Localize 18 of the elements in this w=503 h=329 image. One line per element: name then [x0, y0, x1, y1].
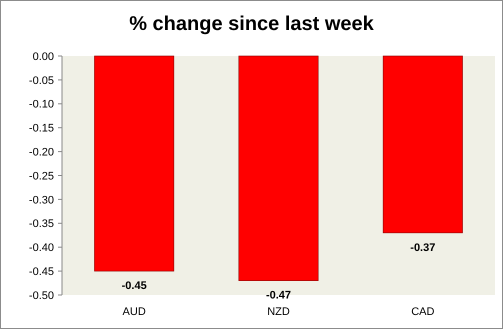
data-label: -0.37 [410, 242, 436, 254]
y-tick-label: -0.40 [28, 242, 54, 254]
data-label: -0.45 [122, 280, 147, 292]
y-tick-label: 0.00 [32, 50, 54, 63]
y-tick-label: -0.45 [28, 266, 54, 278]
chart-title: % change since last week [129, 13, 375, 35]
x-tick-label: AUD [122, 306, 146, 318]
y-tick-label: -0.50 [28, 290, 54, 302]
y-tick-label: -0.10 [28, 98, 54, 111]
x-tick-label: NZD [267, 306, 290, 318]
y-tick-label: -0.30 [28, 194, 54, 206]
y-tick-label: -0.15 [28, 122, 54, 135]
y-tick-label: -0.25 [28, 170, 54, 182]
y-tick-label: -0.20 [28, 146, 54, 158]
data-label: -0.47 [266, 290, 292, 302]
y-tick-label: -0.05 [28, 74, 54, 87]
x-tick-label: CAD [411, 306, 434, 318]
y-tick-label: -0.35 [28, 218, 54, 230]
